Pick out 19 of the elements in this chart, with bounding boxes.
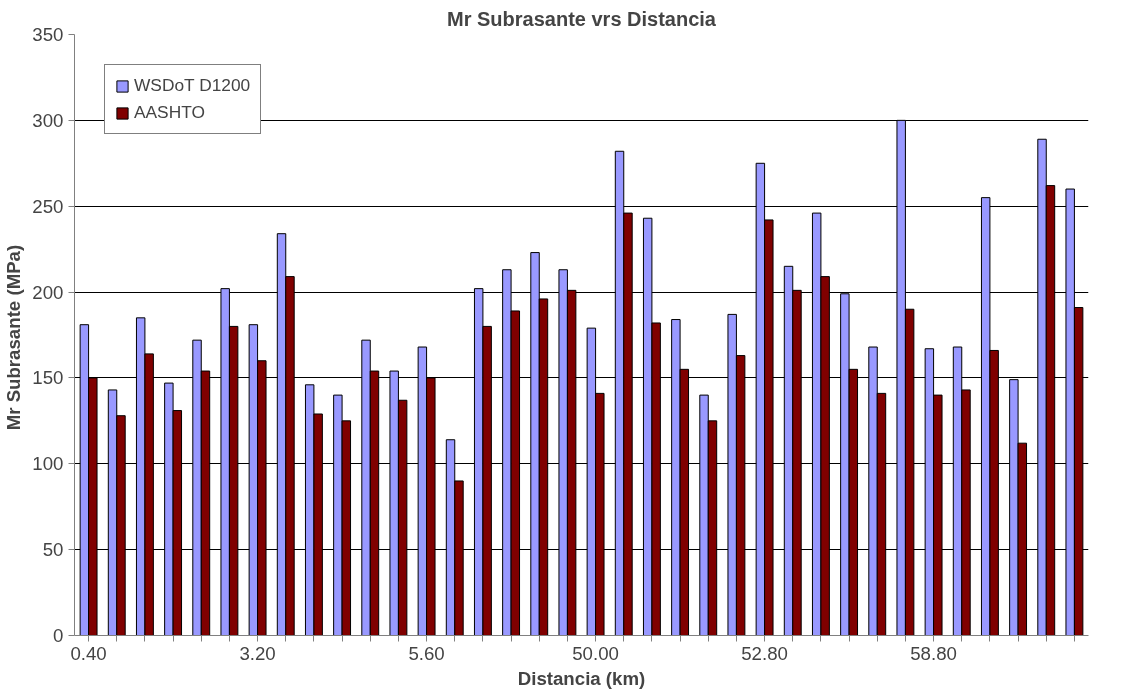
x-tick-label: 50.00 (572, 642, 619, 664)
x-tick-label: 5.60 (408, 642, 445, 664)
y-axis-title: Mr Subrasante (MPa) (3, 244, 25, 431)
y-tick-label: 250 (32, 195, 64, 217)
x-tick-label: 0.40 (70, 642, 107, 664)
y-tick-label: 50 (42, 539, 64, 561)
y-tick-label: 200 (32, 281, 64, 303)
legend-label: AASHTO (134, 102, 205, 123)
x-axis-title: Distancia (km) (517, 667, 646, 689)
chart-title: Mr Subrasante vrs Distancia (447, 7, 717, 30)
y-tick-label: 0 (53, 625, 64, 646)
x-tick-label: 52.80 (741, 642, 788, 664)
y-tick-label: 350 (32, 24, 64, 45)
x-tick-label: 58.80 (910, 642, 957, 664)
x-tick-label: 3.20 (239, 642, 276, 664)
y-tick-label: 100 (32, 453, 64, 475)
legend-label: WSDoT D1200 (134, 75, 251, 96)
y-tick-label: 150 (32, 367, 64, 389)
y-tick-label: 300 (32, 109, 64, 131)
